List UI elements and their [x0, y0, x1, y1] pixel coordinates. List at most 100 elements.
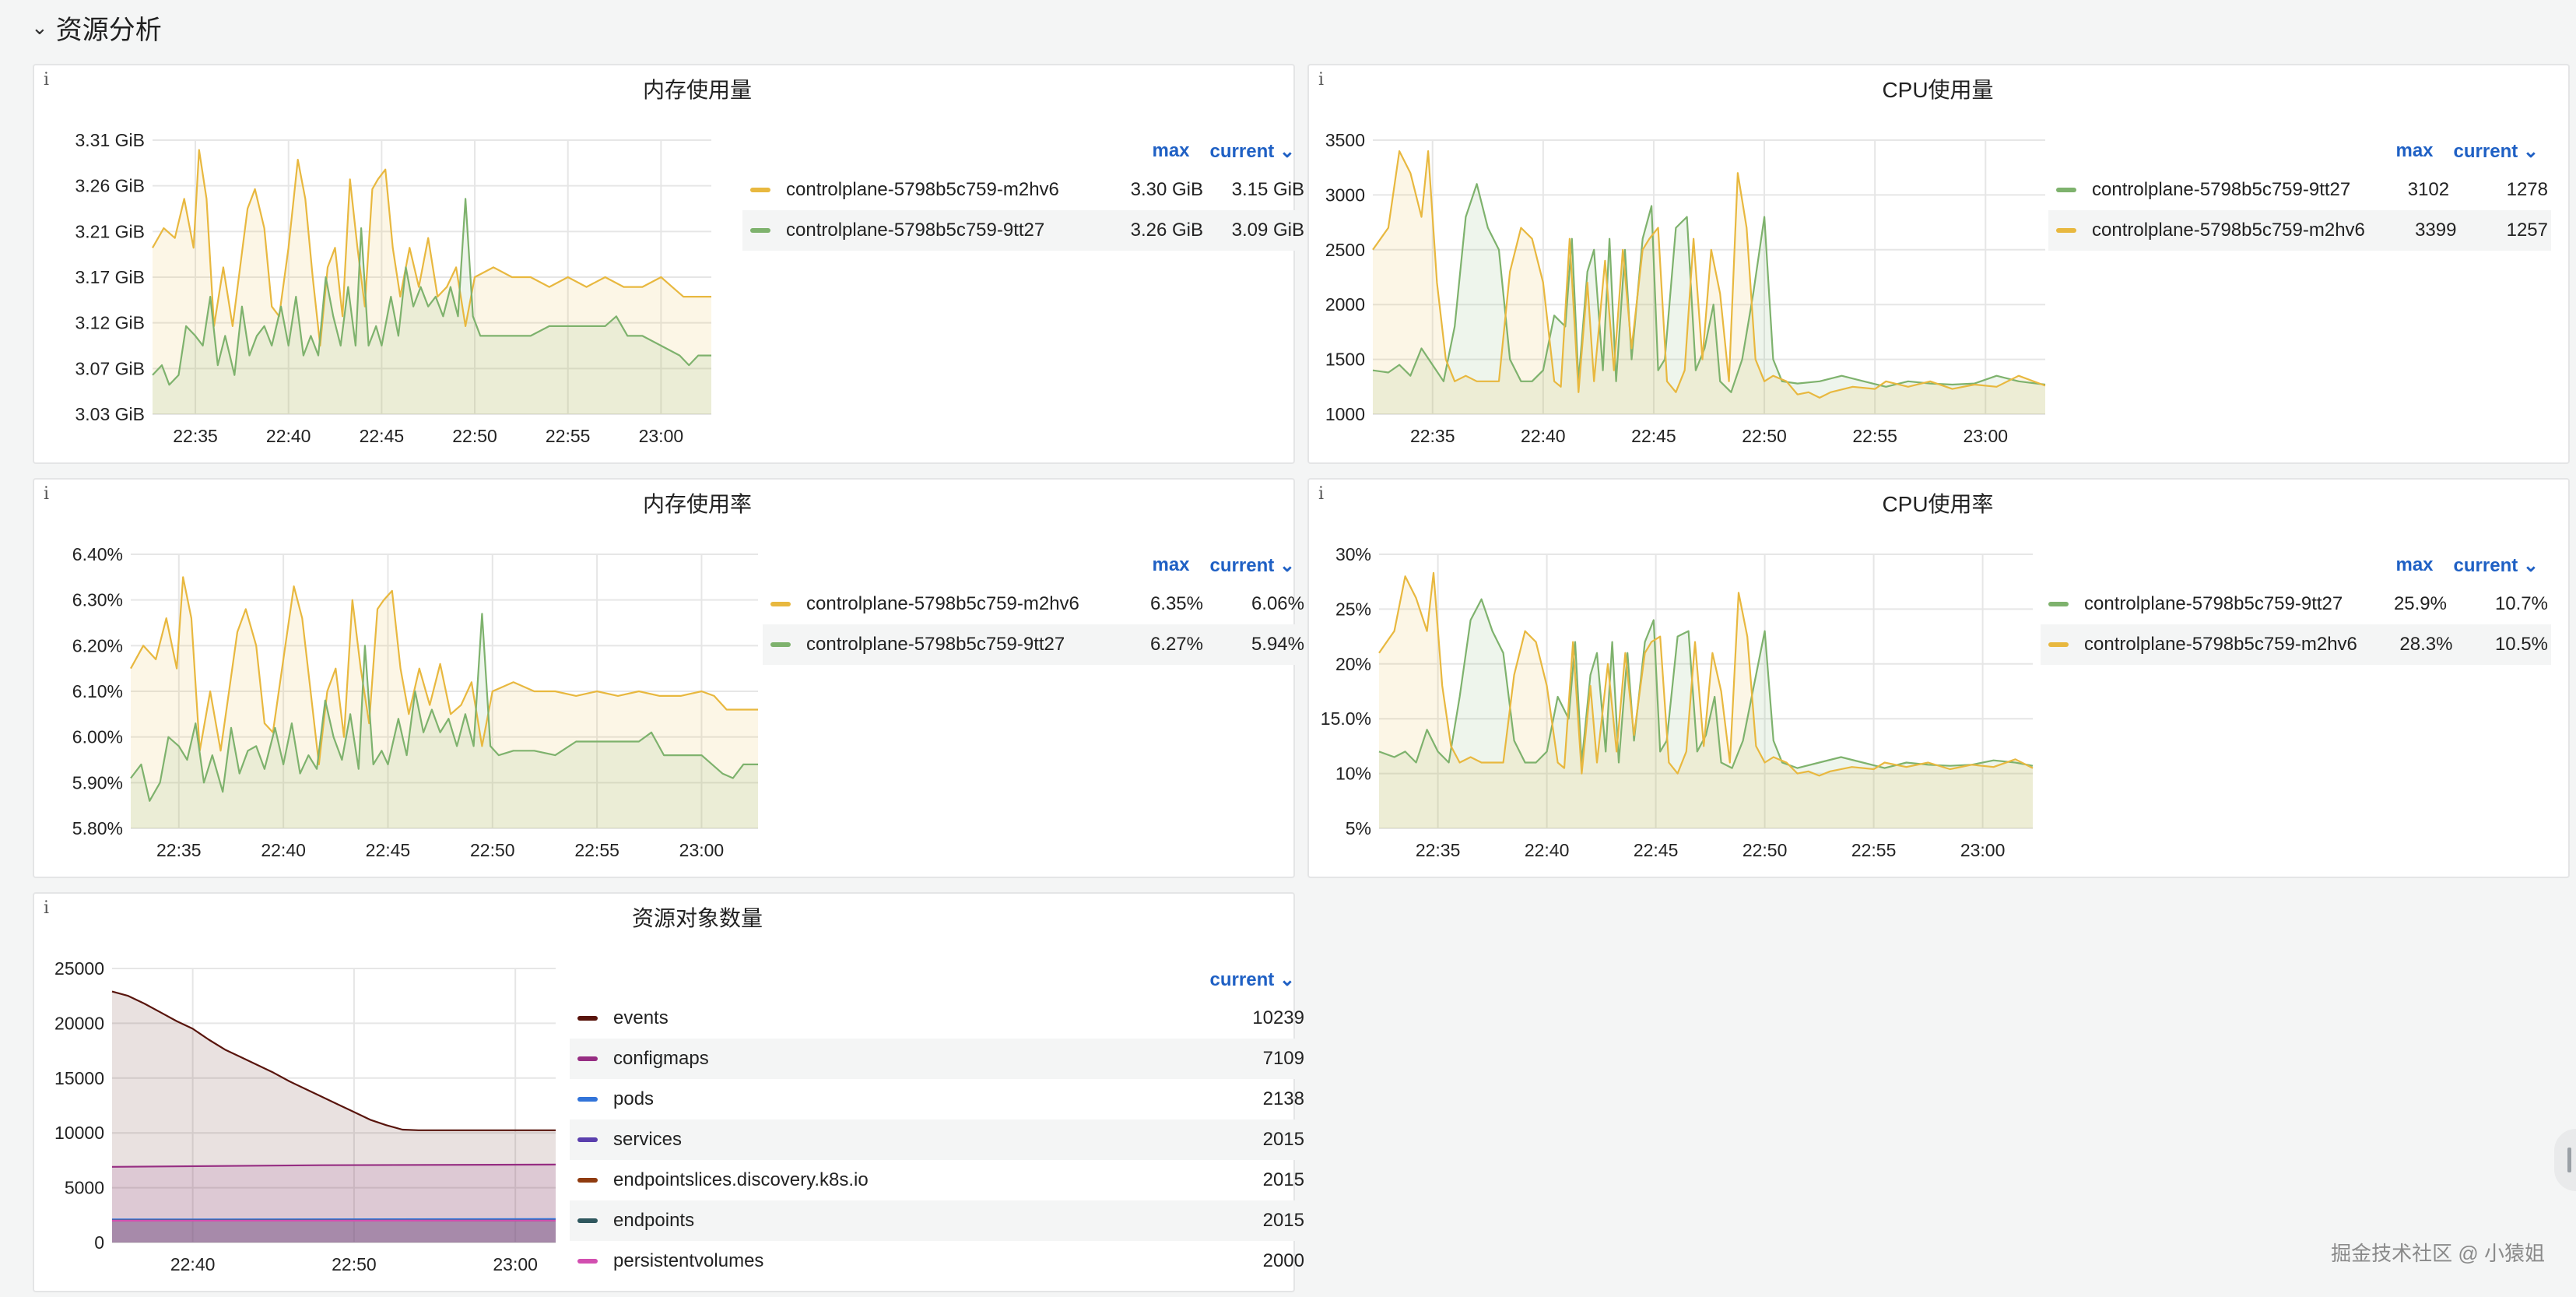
y-tick-label: 25000 — [54, 958, 104, 979]
legend-item[interactable]: controlplane-5798b5c759-9tt27 25.9% 10.7% — [2041, 584, 2551, 624]
series-color-swatch — [750, 228, 770, 233]
y-tick-label: 1500 — [1325, 350, 1365, 370]
legend-current-value: 1278 — [2506, 179, 2548, 200]
legend: max current ⌄ controlplane-5798b5c759-9tt2… — [2041, 550, 2551, 665]
legend-max-value: 6.27% — [1149, 634, 1203, 655]
x-tick-label: 22:40 — [1521, 426, 1566, 446]
x-tick-label: 22:55 — [546, 426, 591, 446]
panel-memory-rate[interactable]: i 内存使用率 5.80% 5.90% 6.00% 6.10% 6.20% 6.30% 6.… — [33, 478, 1307, 878]
series-area — [131, 577, 758, 828]
legend-item[interactable]: events 10239 — [570, 998, 1307, 1039]
y-tick-label: 6.10% — [72, 681, 123, 701]
y-tick-label: 10% — [1335, 764, 1371, 784]
legend-item[interactable]: controlplane-5798b5c759-9tt27 3102 1278 — [2048, 170, 2551, 210]
series-color-swatch — [2056, 228, 2076, 233]
x-tick-label: 22:50 — [332, 1254, 377, 1274]
x-tick-label: 22:45 — [366, 840, 411, 860]
panel-memory-usage[interactable]: i 内存使用量 3.03 GiB 3.07 GiB 3.12 GiB 3.17 GiB… — [33, 64, 1307, 464]
legend-current-value: 2015 — [1262, 1210, 1304, 1231]
legend-sort-max[interactable]: max — [1152, 140, 1190, 161]
series-line[interactable] — [111, 990, 556, 1131]
legend-sort-current[interactable]: current ⌄ — [1209, 554, 1295, 576]
scroll-handle[interactable] — [2554, 1129, 2576, 1191]
x-tick-label: 22:40 — [266, 426, 311, 446]
info-icon[interactable]: i — [1318, 484, 1325, 504]
panel-title: 资源对象数量 — [631, 906, 763, 930]
watermark: 掘金技术社区 @ 小猿姐 — [2331, 1242, 2545, 1265]
legend-max-value: 3.30 GiB — [1130, 179, 1203, 200]
legend-sort-current[interactable]: current ⌄ — [2453, 554, 2539, 576]
series-color-swatch — [577, 1137, 598, 1142]
legend-current-value: 10.7% — [2494, 593, 2548, 614]
legend-sort-current[interactable]: current ⌄ — [1209, 140, 1295, 162]
series-line[interactable] — [1372, 183, 2046, 393]
y-tick-label: 15.0% — [1321, 708, 1371, 729]
legend-current-value: 1257 — [2506, 220, 2548, 241]
panel-title: 内存使用量 — [642, 78, 752, 102]
legend-item[interactable]: endpointslices.discovery.k8s.io 2015 — [570, 1160, 1307, 1200]
y-tick-label: 6.20% — [72, 635, 123, 656]
x-tick-label: 23:00 — [639, 426, 684, 446]
y-tick-label: 5% — [1346, 818, 1371, 838]
series-color-swatch — [2048, 642, 2069, 647]
info-icon[interactable]: i — [1318, 70, 1325, 90]
memory-usage-chart: 3.03 GiB 3.07 GiB 3.12 GiB 3.17 GiB 3.21 GiB… — [75, 130, 711, 446]
legend-item[interactable]: controlplane-5798b5c759-m2hv6 28.3% 10.5% — [2041, 624, 2551, 665]
info-icon[interactable]: i — [44, 70, 50, 90]
legend: max current ⌄ controlplane-5798b5c759-m2hv… — [763, 550, 1307, 665]
legend-series-name: events — [613, 1007, 669, 1028]
series-area — [112, 1164, 556, 1243]
legend-item[interactable]: endpoints 2015 — [570, 1200, 1307, 1241]
series-line[interactable] — [111, 1218, 556, 1221]
panel-cpu-usage[interactable]: i CPU使用量 1000 1500 2000 2500 3000 3500 22:35 22… — [1307, 64, 2570, 464]
legend-header: max current ⌄ — [2395, 550, 2551, 581]
panel-cpu-rate[interactable]: i CPU使用率 5% 10% 15.0% 20% 25% 30% 22:35 22:40 22… — [1307, 478, 2570, 878]
series-line[interactable] — [152, 198, 711, 386]
legend-item[interactable]: controlplane-5798b5c759-m2hv6 6.35% 6.06% — [763, 584, 1307, 624]
y-tick-label: 5.90% — [72, 772, 123, 793]
y-tick-label: 3.17 GiB — [75, 267, 146, 287]
y-tick-label: 6.40% — [72, 544, 123, 564]
panel-title: 内存使用率 — [642, 492, 752, 516]
row-header[interactable]: ⌄ 资源分析 — [31, 8, 162, 47]
legend-item[interactable]: persistentvolumes 2000 — [570, 1241, 1307, 1281]
legend-sort-max[interactable]: max — [1152, 554, 1190, 575]
series-line[interactable] — [111, 1163, 556, 1168]
legend-item[interactable]: pods 2138 — [570, 1079, 1307, 1119]
legend-header: max current ⌄ — [1152, 135, 1307, 167]
legend-item[interactable]: services 2015 — [570, 1119, 1307, 1160]
legend-sort-current[interactable]: current ⌄ — [1209, 968, 1295, 990]
legend-series-name: configmaps — [613, 1048, 709, 1069]
series-line[interactable] — [130, 576, 758, 765]
y-tick-label: 5.80% — [72, 818, 123, 838]
series-line[interactable] — [130, 613, 758, 802]
series-color-swatch — [577, 1178, 598, 1183]
series-line[interactable] — [1378, 598, 2034, 769]
series-area — [1379, 572, 2033, 828]
x-tick-label: 23:00 — [493, 1254, 538, 1274]
x-tick-label: 23:00 — [1960, 840, 2006, 860]
info-icon[interactable]: i — [44, 484, 50, 504]
series-area — [112, 1220, 556, 1243]
legend-sort-max[interactable]: max — [2395, 140, 2434, 161]
legend-sort-max[interactable]: max — [2395, 554, 2434, 575]
series-color-swatch — [577, 1097, 598, 1102]
panel-resource-objects[interactable]: i 资源对象数量 0 5000 10000 15000 20000 25000 22:40 2… — [33, 892, 1307, 1292]
series-color-swatch — [750, 188, 770, 192]
series-line[interactable] — [1378, 571, 2034, 777]
series-color-swatch — [577, 1016, 598, 1021]
legend-series-name: controlplane-5798b5c759-m2hv6 — [2092, 220, 2365, 241]
legend-item[interactable]: controlplane-5798b5c759-m2hv6 3399 1257 — [2048, 210, 2551, 251]
legend-sort-current[interactable]: current ⌄ — [2453, 140, 2539, 162]
legend-item[interactable]: controlplane-5798b5c759-9tt27 6.27% 5.94% — [763, 624, 1307, 665]
series-line[interactable] — [1372, 149, 2046, 399]
series-line[interactable] — [152, 149, 711, 347]
x-tick-label: 22:40 — [261, 840, 306, 860]
chevron-down-icon[interactable]: ⌄ — [31, 15, 48, 39]
info-icon[interactable]: i — [44, 898, 50, 918]
legend-item[interactable]: configmaps 7109 — [570, 1039, 1307, 1079]
legend-item[interactable]: controlplane-5798b5c759-m2hv6 3.30 GiB 3.1… — [742, 170, 1307, 210]
legend-item[interactable]: controlplane-5798b5c759-9tt27 3.26 GiB 3.0… — [742, 210, 1307, 251]
x-tick-label: 22:50 — [452, 426, 497, 446]
series-area — [112, 1220, 556, 1243]
